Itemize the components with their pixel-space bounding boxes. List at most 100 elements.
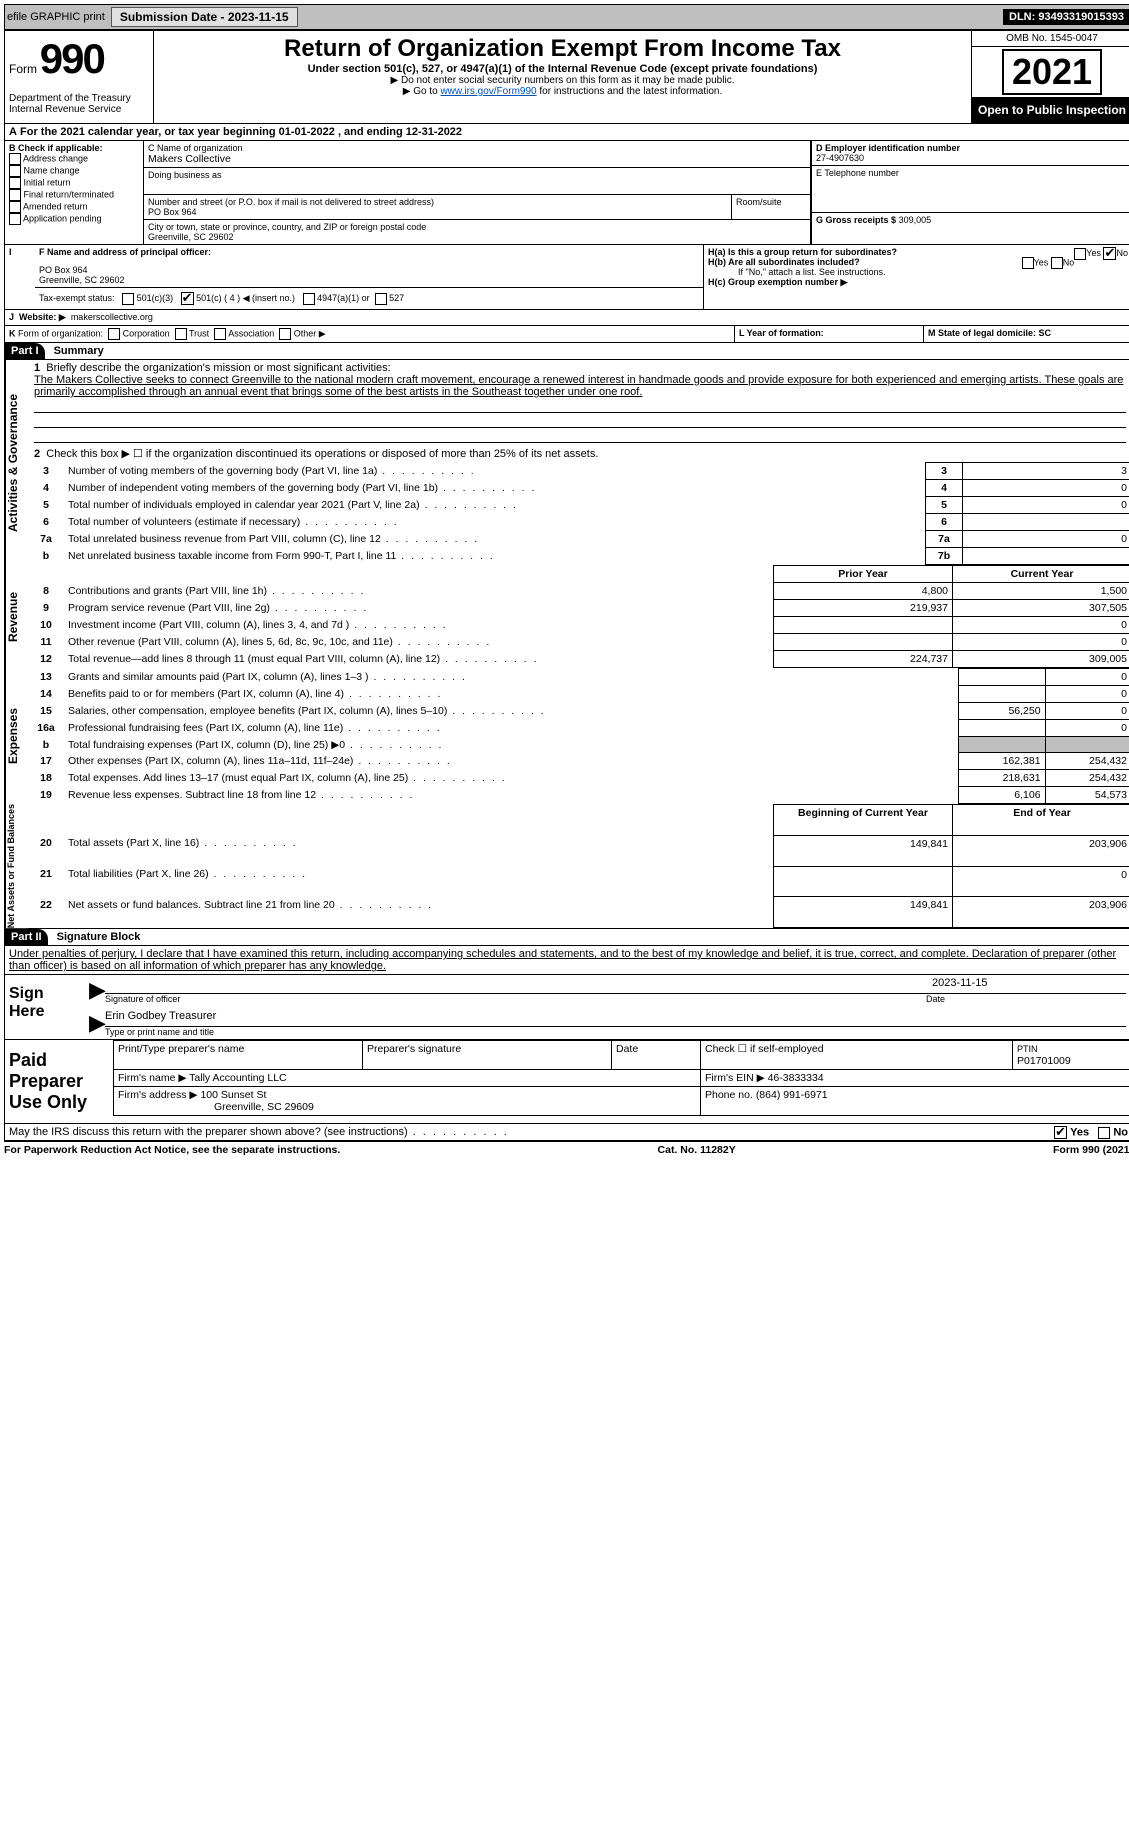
name-type-label: Type or print name and title: [105, 1027, 1126, 1037]
room-label: Room/suite: [732, 195, 810, 219]
cell-curr: 309,005: [953, 651, 1129, 668]
officer-addr1: PO Box 964: [39, 265, 699, 275]
cell-prior: [959, 669, 1045, 686]
tax-status-label: Tax-exempt status:: [39, 293, 115, 303]
exp-table: 13 Grants and similar amounts paid (Part…: [28, 668, 1129, 804]
cell-prior: 56,250: [959, 703, 1045, 720]
row-text: Salaries, other compensation, employee b…: [64, 703, 959, 720]
preparer-table: Print/Type preparer's name Preparer's si…: [113, 1040, 1129, 1116]
klm-row: K Form of organization: Corporation Trus…: [5, 326, 1129, 343]
row-val: 3: [963, 463, 1129, 480]
chk-trust[interactable]: [175, 328, 187, 340]
box-f-i: F Name and address of principal officer:…: [35, 245, 704, 309]
sig-officer-label: Signature of officer: [105, 994, 926, 1004]
chk-assoc[interactable]: [214, 328, 226, 340]
sig-date: 2023-11-15: [926, 977, 1126, 994]
pp-name-label: Print/Type preparer's name: [114, 1041, 363, 1070]
row-num: 9: [28, 600, 64, 617]
chk-initial[interactable]: Initial return: [9, 177, 139, 189]
row-num: 11: [28, 634, 64, 651]
firm-name: Tally Accounting LLC: [189, 1072, 286, 1084]
chk-address[interactable]: Address change: [9, 153, 139, 165]
may-text: May the IRS discuss this return with the…: [9, 1126, 509, 1138]
cell-curr: 0: [953, 617, 1129, 634]
part2-header: Part II Signature Block: [5, 929, 1129, 946]
hb-yes[interactable]: [1022, 257, 1034, 269]
hb-label: H(b) Are all subordinates included?: [708, 257, 860, 267]
form-note2: ▶ Go to www.irs.gov/Form990 for instruct…: [158, 86, 967, 97]
cell-curr: 0: [1045, 703, 1129, 720]
may-yes[interactable]: [1054, 1126, 1067, 1139]
chk-501c[interactable]: [181, 292, 194, 305]
row-num: 8: [28, 583, 64, 600]
chk-other[interactable]: [279, 328, 291, 340]
city-label: City or town, state or province, country…: [148, 222, 806, 232]
cell-prior: [959, 720, 1045, 737]
row-num: 5: [28, 497, 64, 514]
col-prior: Prior Year: [774, 566, 953, 583]
pp-date-label: Date: [612, 1041, 701, 1070]
period-line: A For the 2021 calendar year, or tax yea…: [5, 124, 1129, 141]
note2-pre: ▶ Go to: [403, 86, 441, 97]
cell-prior: 149,841: [774, 835, 953, 866]
submission-date-button[interactable]: Submission Date - 2023-11-15: [111, 7, 298, 27]
row-box: 6: [926, 514, 963, 531]
box-b-label: B Check if applicable:: [9, 143, 139, 153]
footer: For Paperwork Reduction Act Notice, see …: [4, 1142, 1129, 1158]
chk-amended[interactable]: Amended return: [9, 201, 139, 213]
arrow-icon: ▶: [89, 1010, 105, 1037]
sign-here-label: Sign Here: [5, 975, 83, 1039]
gross-value: 309,005: [899, 215, 932, 225]
ha-no[interactable]: [1103, 247, 1116, 260]
box-c: C Name of organization Makers Collective…: [144, 141, 811, 244]
officer-addr2: Greenville, SC 29602: [39, 275, 699, 285]
row-num: 13: [28, 669, 64, 686]
ha-yes[interactable]: [1074, 248, 1086, 260]
firm-addr2: Greenville, SC 29609: [118, 1101, 314, 1113]
row-text: Investment income (Part VIII, column (A)…: [64, 617, 774, 634]
row-val: 0: [963, 497, 1129, 514]
ptin-value: P01701009: [1017, 1055, 1071, 1067]
col-curr: Current Year: [953, 566, 1129, 583]
year-form-label: L Year of formation:: [739, 328, 824, 338]
cell-prior: [959, 686, 1045, 703]
form-note1: ▶ Do not enter social security numbers o…: [158, 75, 967, 86]
firm-phone-label: Phone no.: [705, 1089, 753, 1101]
row-text: Total fundraising expenses (Part IX, col…: [64, 737, 959, 753]
irs-link[interactable]: www.irs.gov/Form990: [440, 86, 536, 97]
hb-no[interactable]: [1051, 257, 1063, 269]
decl-text: Under penalties of perjury, I declare th…: [9, 948, 1116, 972]
firm-ein-label: Firm's EIN ▶: [705, 1072, 765, 1084]
pp-check-label: Check ☐ if self-employed: [701, 1041, 1013, 1070]
tab-expenses: Expenses: [5, 668, 28, 804]
col-curr: End of Year: [953, 805, 1129, 836]
phone-label: E Telephone number: [816, 168, 1128, 178]
row-text: Contributions and grants (Part VIII, lin…: [64, 583, 774, 600]
fh-block: I F Name and address of principal office…: [5, 245, 1129, 310]
row-text: Revenue less expenses. Subtract line 18 …: [64, 787, 959, 804]
row-text: Professional fundraising fees (Part IX, …: [64, 720, 959, 737]
chk-501c3[interactable]: [122, 293, 134, 305]
firm-ein: 46-3833334: [768, 1072, 824, 1084]
may-no[interactable]: [1098, 1127, 1110, 1139]
chk-name[interactable]: Name change: [9, 165, 139, 177]
box-b: B Check if applicable: Address change Na…: [5, 141, 144, 244]
row-num: 15: [28, 703, 64, 720]
omb-label: OMB No. 1545-0047: [972, 31, 1129, 47]
topbar: efile GRAPHIC print Submission Date - 20…: [4, 4, 1129, 30]
chk-corp[interactable]: [108, 328, 120, 340]
chk-final[interactable]: Final return/terminated: [9, 189, 139, 201]
website-value: makerscollective.org: [71, 312, 153, 322]
chk-527[interactable]: [375, 293, 387, 305]
addr-label: Number and street (or P.O. box if mail i…: [148, 197, 727, 207]
col-prior: Beginning of Current Year: [774, 805, 953, 836]
part1-body: Activities & Governance 1 Briefly descri…: [5, 360, 1129, 565]
row-val: 0: [963, 480, 1129, 497]
firm-name-label: Firm's name ▶: [118, 1072, 186, 1084]
cell-prior: [774, 617, 953, 634]
officer-label: F Name and address of principal officer:: [39, 247, 699, 257]
chk-4947[interactable]: [303, 293, 315, 305]
ha-label: H(a) Is this a group return for subordin…: [708, 247, 897, 257]
tab-net: Net Assets or Fund Balances: [5, 804, 28, 928]
chk-pending[interactable]: Application pending: [9, 213, 139, 225]
